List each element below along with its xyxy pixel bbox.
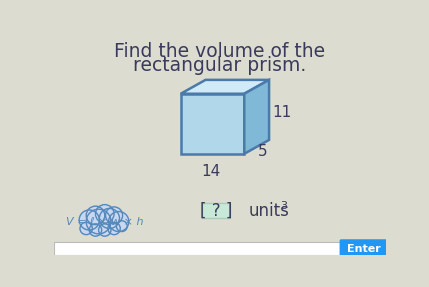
Circle shape: [106, 207, 123, 224]
Circle shape: [108, 222, 120, 235]
Circle shape: [80, 222, 92, 235]
Circle shape: [79, 210, 100, 230]
Circle shape: [86, 209, 111, 234]
Polygon shape: [181, 80, 269, 94]
Text: V = ℓ × w × h: V = ℓ × w × h: [66, 217, 144, 227]
Circle shape: [100, 208, 120, 228]
FancyBboxPatch shape: [54, 242, 340, 255]
Text: 5: 5: [258, 144, 268, 159]
Circle shape: [109, 212, 129, 232]
Text: Enter: Enter: [347, 243, 381, 253]
FancyBboxPatch shape: [340, 239, 388, 257]
Polygon shape: [181, 94, 244, 154]
Text: 3: 3: [280, 201, 287, 211]
Circle shape: [99, 224, 111, 236]
Text: 14: 14: [201, 164, 221, 179]
Text: 11: 11: [272, 106, 291, 121]
Circle shape: [116, 221, 127, 232]
FancyBboxPatch shape: [202, 203, 230, 218]
Text: units: units: [249, 202, 290, 220]
Polygon shape: [244, 80, 269, 154]
Text: rectangular prism.: rectangular prism.: [133, 56, 306, 75]
Circle shape: [89, 224, 102, 236]
Circle shape: [86, 206, 105, 225]
Text: Find the volume of the: Find the volume of the: [114, 42, 325, 61]
Text: [ ? ]: [ ? ]: [200, 202, 233, 220]
Circle shape: [96, 205, 114, 223]
